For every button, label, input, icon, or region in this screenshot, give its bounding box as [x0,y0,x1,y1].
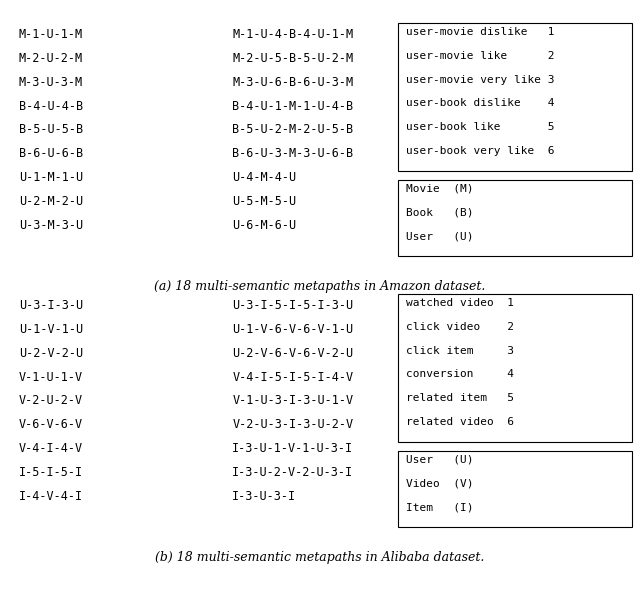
Text: U-3-M-3-U: U-3-M-3-U [19,219,83,231]
Text: User   (U): User (U) [406,231,474,241]
Text: U-6-M-6-U: U-6-M-6-U [232,219,296,231]
Text: Movie  (M): Movie (M) [406,184,474,194]
Text: user-book dislike    4: user-book dislike 4 [406,98,554,108]
Text: (a) 18 multi-semantic metapaths in Amazon dataset.: (a) 18 multi-semantic metapaths in Amazo… [154,280,486,293]
Text: related item   5: related item 5 [406,393,514,403]
Text: V-4-I-4-V: V-4-I-4-V [19,442,83,455]
Text: Item   (I): Item (I) [406,502,474,512]
Text: M-1-U-4-B-4-U-1-M: M-1-U-4-B-4-U-1-M [232,28,353,41]
Text: B-6-U-6-B: B-6-U-6-B [19,147,83,160]
FancyBboxPatch shape [398,451,632,527]
Text: click video    2: click video 2 [406,322,514,332]
FancyBboxPatch shape [398,180,632,256]
Text: U-4-M-4-U: U-4-M-4-U [232,171,296,184]
Text: U-3-I-3-U: U-3-I-3-U [19,299,83,312]
Text: B-5-U-5-B: B-5-U-5-B [19,124,83,137]
Text: user-book like       5: user-book like 5 [406,122,554,132]
Text: user-movie like      2: user-movie like 2 [406,51,554,61]
Text: B-6-U-3-M-3-U-6-B: B-6-U-3-M-3-U-6-B [232,147,353,160]
Text: U-1-M-1-U: U-1-M-1-U [19,171,83,184]
Text: U-1-V-6-V-6-V-1-U: U-1-V-6-V-6-V-1-U [232,323,353,336]
Text: B-4-U-4-B: B-4-U-4-B [19,100,83,112]
Text: M-3-U-3-M: M-3-U-3-M [19,76,83,89]
Text: I-3-U-3-I: I-3-U-3-I [232,489,296,502]
Text: User   (U): User (U) [406,455,474,465]
Text: M-2-U-2-M: M-2-U-2-M [19,52,83,65]
Text: Book   (B): Book (B) [406,207,474,217]
Text: I-3-U-1-V-1-U-3-I: I-3-U-1-V-1-U-3-I [232,442,353,455]
Text: V-1-U-3-I-3-U-1-V: V-1-U-3-I-3-U-1-V [232,395,353,408]
Text: U-5-M-5-U: U-5-M-5-U [232,195,296,208]
Text: M-3-U-6-B-6-U-3-M: M-3-U-6-B-6-U-3-M [232,76,353,89]
Text: U-2-M-2-U: U-2-M-2-U [19,195,83,208]
Text: I-4-V-4-I: I-4-V-4-I [19,489,83,502]
Text: user-movie dislike   1: user-movie dislike 1 [406,27,554,37]
Text: M-1-U-1-M: M-1-U-1-M [19,28,83,41]
Text: related video  6: related video 6 [406,417,514,427]
Text: user-movie very like 3: user-movie very like 3 [406,75,554,85]
Text: I-3-U-2-V-2-U-3-I: I-3-U-2-V-2-U-3-I [232,466,353,479]
Text: conversion     4: conversion 4 [406,369,514,379]
FancyBboxPatch shape [398,23,632,171]
Text: U-3-I-5-I-5-I-3-U: U-3-I-5-I-5-I-3-U [232,299,353,312]
Text: U-1-V-1-U: U-1-V-1-U [19,323,83,336]
Text: V-2-U-2-V: V-2-U-2-V [19,395,83,408]
Text: watched video  1: watched video 1 [406,298,514,308]
Text: U-2-V-2-U: U-2-V-2-U [19,347,83,360]
Text: V-1-U-1-V: V-1-U-1-V [19,370,83,383]
Text: B-4-U-1-M-1-U-4-B: B-4-U-1-M-1-U-4-B [232,100,353,112]
Text: V-2-U-3-I-3-U-2-V: V-2-U-3-I-3-U-2-V [232,418,353,431]
Text: Video  (V): Video (V) [406,478,474,488]
Text: M-2-U-5-B-5-U-2-M: M-2-U-5-B-5-U-2-M [232,52,353,65]
Text: (b) 18 multi-semantic metapaths in Alibaba dataset.: (b) 18 multi-semantic metapaths in Aliba… [156,551,484,564]
Text: B-5-U-2-M-2-U-5-B: B-5-U-2-M-2-U-5-B [232,124,353,137]
Text: U-2-V-6-V-6-V-2-U: U-2-V-6-V-6-V-2-U [232,347,353,360]
FancyBboxPatch shape [398,294,632,442]
Text: V-4-I-5-I-5-I-4-V: V-4-I-5-I-5-I-4-V [232,370,353,383]
Text: V-6-V-6-V: V-6-V-6-V [19,418,83,431]
Text: click item     3: click item 3 [406,346,514,356]
Text: user-book very like  6: user-book very like 6 [406,146,554,156]
Text: I-5-I-5-I: I-5-I-5-I [19,466,83,479]
